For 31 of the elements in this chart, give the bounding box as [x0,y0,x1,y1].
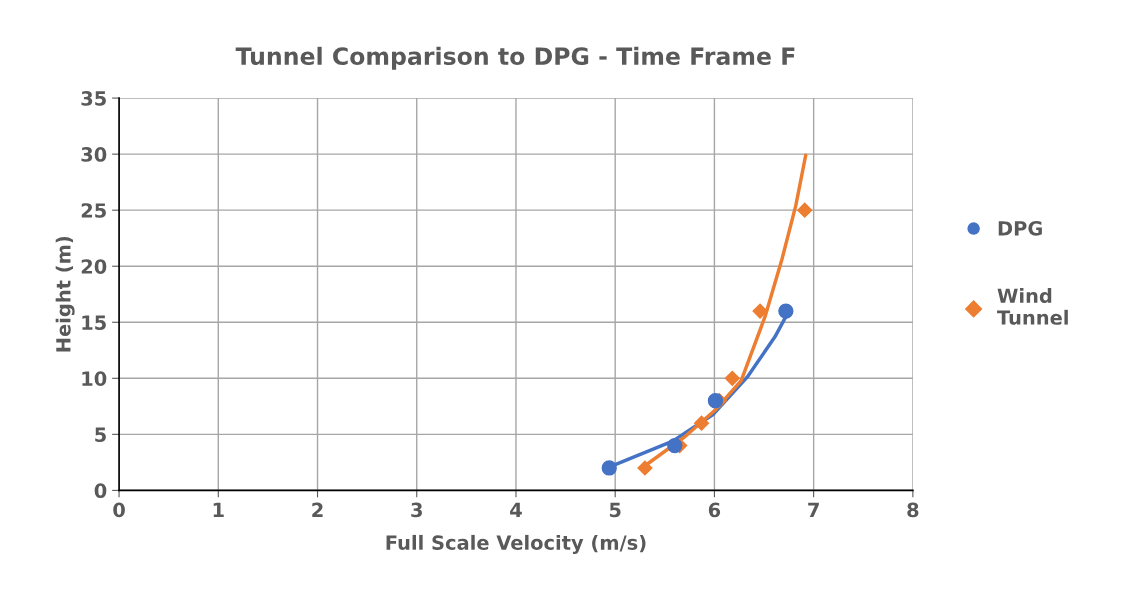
y-tick-label: 10 [82,371,107,386]
x-tick-label: 1 [213,502,224,517]
legend-label: Wind Tunnel [997,288,1068,325]
y-tick-label: 35 [81,91,106,106]
x-tick-label: 5 [609,502,621,518]
point [667,437,683,454]
point [601,460,617,476]
y-tick-label: 5 [95,427,106,443]
point [637,460,653,476]
point [693,415,710,431]
y-tick-label: 15 [82,315,106,330]
point [707,393,724,409]
y-tick-label: 20 [81,259,107,274]
point [778,303,794,319]
y-tick-label: 25 [81,203,106,218]
x-tick-label: 2 [312,502,323,517]
point [797,202,813,218]
y-tick-label: 0 [94,483,107,499]
y-axis-title: Height (m) [55,236,75,352]
x-axis-title: Full Scale Velocity (m/s) [386,534,646,554]
x-tick-label: 6 [708,502,721,518]
x-tick-label: 3 [411,502,422,518]
legend-label: DPG [998,220,1042,236]
y-tick-label: 30 [81,147,107,162]
point [724,370,740,386]
x-tick-label: 7 [808,502,819,517]
x-tick-label: 4 [510,502,522,517]
point [752,303,768,319]
chart-title: Tunnel Comparison to DPG - Time Frame F [235,46,795,70]
x-tick-label: 8 [907,502,919,518]
x-tick-label: 0 [113,502,125,518]
